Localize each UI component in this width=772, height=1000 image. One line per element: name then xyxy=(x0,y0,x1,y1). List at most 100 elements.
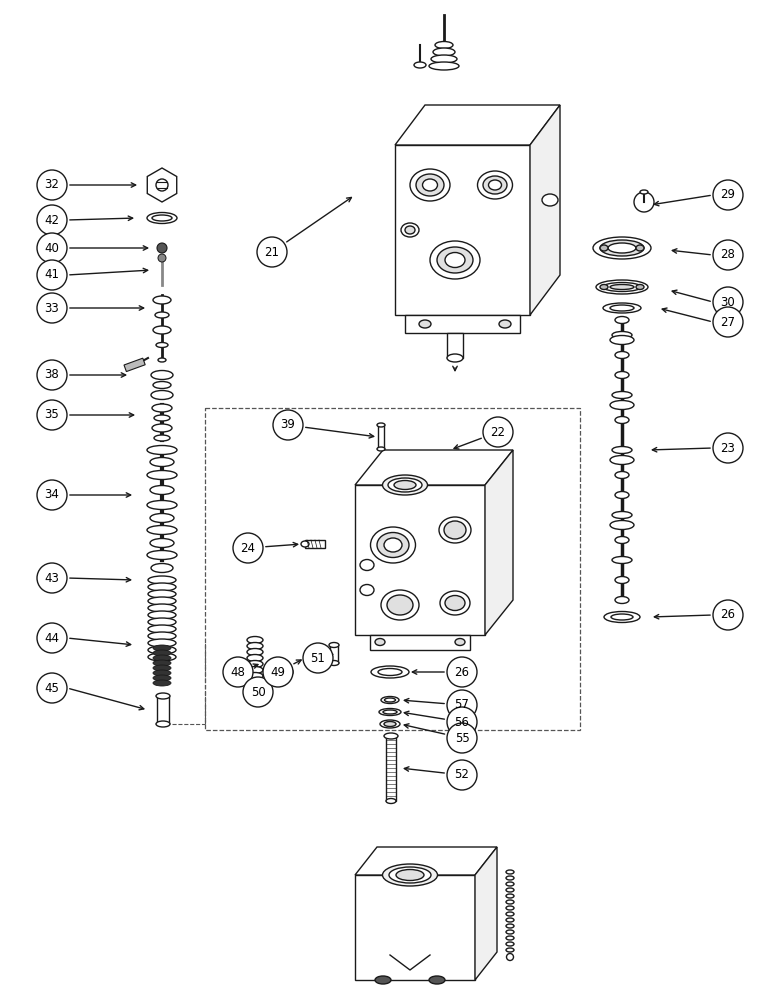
Ellipse shape xyxy=(388,478,422,492)
Ellipse shape xyxy=(148,625,176,633)
Text: 26: 26 xyxy=(455,666,469,678)
Ellipse shape xyxy=(148,632,176,640)
Text: 21: 21 xyxy=(265,245,279,258)
Ellipse shape xyxy=(150,538,174,548)
Ellipse shape xyxy=(377,423,385,427)
Ellipse shape xyxy=(360,560,374,570)
Ellipse shape xyxy=(435,41,453,48)
Circle shape xyxy=(713,180,743,210)
Circle shape xyxy=(37,205,67,235)
Ellipse shape xyxy=(153,650,171,656)
Ellipse shape xyxy=(150,514,174,522)
Ellipse shape xyxy=(478,171,513,199)
Ellipse shape xyxy=(447,354,463,362)
Text: 51: 51 xyxy=(310,652,326,664)
Ellipse shape xyxy=(153,675,171,681)
Ellipse shape xyxy=(329,660,339,666)
Circle shape xyxy=(447,657,477,687)
Polygon shape xyxy=(475,847,497,980)
Ellipse shape xyxy=(401,223,419,237)
Ellipse shape xyxy=(147,526,177,534)
Ellipse shape xyxy=(383,710,397,714)
Bar xyxy=(305,540,325,548)
Ellipse shape xyxy=(377,447,385,451)
Text: 28: 28 xyxy=(720,248,736,261)
Ellipse shape xyxy=(378,668,402,676)
Ellipse shape xyxy=(640,190,648,194)
Ellipse shape xyxy=(147,500,177,510)
Ellipse shape xyxy=(148,646,176,654)
Ellipse shape xyxy=(506,894,514,898)
Ellipse shape xyxy=(247,637,263,644)
Ellipse shape xyxy=(147,213,177,224)
Ellipse shape xyxy=(156,342,168,348)
Polygon shape xyxy=(395,145,530,315)
Ellipse shape xyxy=(148,618,176,626)
Ellipse shape xyxy=(389,867,431,883)
Ellipse shape xyxy=(152,215,172,221)
Ellipse shape xyxy=(153,381,171,388)
Ellipse shape xyxy=(506,924,514,928)
Text: 32: 32 xyxy=(45,178,59,192)
Ellipse shape xyxy=(379,708,401,716)
Ellipse shape xyxy=(396,869,424,880)
Circle shape xyxy=(447,760,477,790)
Text: 34: 34 xyxy=(45,488,59,502)
Text: 24: 24 xyxy=(241,542,256,554)
Ellipse shape xyxy=(155,312,169,318)
Ellipse shape xyxy=(596,280,648,294)
Ellipse shape xyxy=(542,194,558,206)
Polygon shape xyxy=(355,485,485,635)
Polygon shape xyxy=(395,105,560,145)
Ellipse shape xyxy=(377,532,409,558)
Ellipse shape xyxy=(636,245,644,251)
Ellipse shape xyxy=(431,55,457,63)
Ellipse shape xyxy=(429,976,445,984)
Text: 38: 38 xyxy=(45,368,59,381)
Ellipse shape xyxy=(384,722,396,726)
Ellipse shape xyxy=(410,169,450,201)
Ellipse shape xyxy=(158,358,166,362)
Ellipse shape xyxy=(414,62,426,68)
Ellipse shape xyxy=(148,576,176,584)
Ellipse shape xyxy=(483,176,507,194)
Ellipse shape xyxy=(615,536,629,544)
Ellipse shape xyxy=(416,174,444,196)
Ellipse shape xyxy=(384,733,398,739)
Circle shape xyxy=(713,240,743,270)
Ellipse shape xyxy=(615,316,629,324)
Ellipse shape xyxy=(153,680,171,686)
Ellipse shape xyxy=(283,667,293,677)
Ellipse shape xyxy=(153,326,171,334)
Ellipse shape xyxy=(148,611,176,619)
Text: 26: 26 xyxy=(720,608,736,621)
Ellipse shape xyxy=(603,282,641,292)
Ellipse shape xyxy=(247,666,263,674)
Ellipse shape xyxy=(506,906,514,910)
Ellipse shape xyxy=(360,584,374,595)
Ellipse shape xyxy=(150,486,174,494)
Ellipse shape xyxy=(153,296,171,304)
Ellipse shape xyxy=(329,643,339,648)
Ellipse shape xyxy=(247,654,263,662)
Ellipse shape xyxy=(433,48,455,56)
Text: 39: 39 xyxy=(280,418,296,432)
Ellipse shape xyxy=(506,918,514,922)
Ellipse shape xyxy=(612,391,632,398)
Text: 30: 30 xyxy=(720,296,736,308)
Ellipse shape xyxy=(593,237,651,259)
Text: 35: 35 xyxy=(45,408,59,422)
Polygon shape xyxy=(355,875,475,980)
Ellipse shape xyxy=(387,595,413,615)
Bar xyxy=(370,635,470,650)
Ellipse shape xyxy=(604,611,640,622)
Ellipse shape xyxy=(506,954,513,960)
Ellipse shape xyxy=(612,446,632,454)
Ellipse shape xyxy=(444,521,466,539)
Ellipse shape xyxy=(147,471,177,480)
Ellipse shape xyxy=(156,179,168,191)
Text: 45: 45 xyxy=(45,682,59,694)
Text: 48: 48 xyxy=(231,666,245,678)
Circle shape xyxy=(305,653,315,663)
Ellipse shape xyxy=(615,491,629,498)
